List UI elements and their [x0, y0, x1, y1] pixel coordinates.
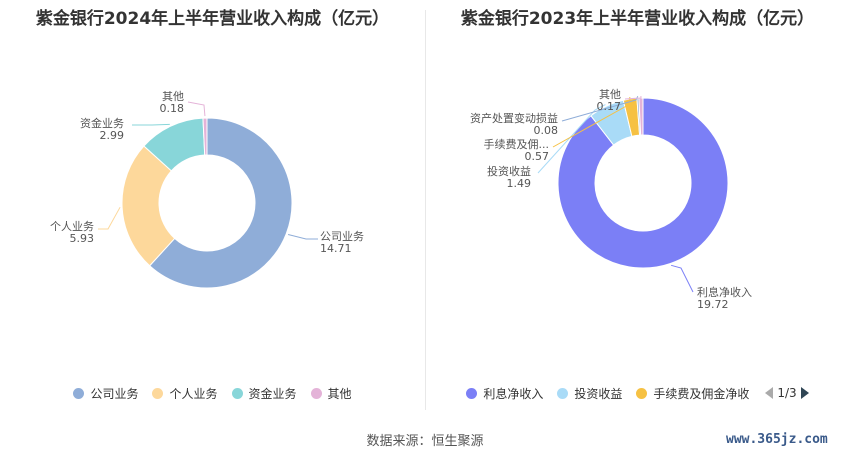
legend-dot-icon: [466, 387, 478, 399]
legend-2023: 利息净收入 投资收益 手续费及佣金净收 1/3: [425, 383, 850, 403]
legend-dot-icon: [636, 387, 648, 399]
chart-panel-2023: 紫金银行2023年上半年营业收入构成（亿元） 利息净收入 19.72 投资收益 1.4…: [425, 0, 850, 420]
legend-item[interactable]: 投资收益: [557, 385, 622, 402]
slice-label-name: 利息净收入: [697, 285, 752, 299]
watermark-logo: www.365jz.com: [726, 432, 828, 447]
legend-dot-icon: [231, 387, 243, 399]
legend-label: 利息净收入: [483, 386, 544, 401]
slice-label-name: 资金业务: [80, 116, 124, 130]
legend-item[interactable]: 个人业务: [152, 385, 218, 402]
label-leader-line: [671, 264, 694, 293]
label-leader-line: [552, 96, 631, 148]
panel-divider: [425, 10, 426, 410]
legend-item[interactable]: 公司业务: [73, 385, 138, 402]
pager-text: 1/3: [777, 386, 797, 400]
legend-label: 资金业务: [248, 386, 297, 401]
slice-label-name: 其他: [599, 88, 621, 101]
slice-label-value: 1.49: [507, 177, 532, 190]
chart-panel-2024: 紫金银行2024年上半年营业收入构成（亿元） 公司业务 14.71 个人业务 5.93…: [0, 0, 425, 420]
slice-其他[interactable]: [202, 117, 208, 156]
slice-label-value: 5.93: [70, 232, 95, 245]
legend-item[interactable]: 手续费及佣金净收: [636, 385, 749, 402]
legend-label: 投资收益: [574, 386, 623, 401]
label-leader-line: [187, 101, 206, 117]
legend-2024: 公司业务 个人业务 资金业务 其他: [0, 383, 425, 403]
slice-label-name: 资产处置变动损益: [470, 111, 558, 125]
legend-dot-icon: [557, 387, 569, 399]
legend-label: 个人业务: [169, 386, 218, 401]
legend-label: 其他: [327, 386, 352, 401]
slice-label-name: 公司业务: [320, 230, 364, 243]
chart-title-2023: 紫金银行2023年上半年营业收入构成（亿元）: [460, 9, 815, 29]
legend-dot-icon: [152, 387, 164, 399]
pager-prev-icon[interactable]: [765, 387, 774, 399]
legend-dot-icon: [73, 387, 85, 399]
legend-item[interactable]: 利息净收入: [466, 385, 543, 402]
slice-label-value: 0.57: [525, 150, 550, 163]
label-leader-line: [287, 233, 318, 240]
slice-label-value: 19.72: [697, 298, 729, 311]
slice-利息净收入[interactable]: [557, 97, 729, 269]
slice-label-name: 个人业务: [50, 220, 94, 233]
label-leader-line: [561, 95, 639, 122]
label-leader-line: [98, 206, 121, 230]
slice-label-name: 其他: [162, 90, 184, 103]
slice-label-value: 14.71: [320, 242, 352, 255]
slice-label-name: 投资收益: [487, 164, 531, 178]
label-leader-line: [132, 123, 170, 126]
pager-next-icon[interactable]: [800, 387, 809, 399]
label-leader-line: [537, 104, 606, 174]
slice-label-value: 0.08: [534, 124, 559, 137]
legend-pager: 1/3: [765, 386, 809, 400]
legend-item[interactable]: 资金业务: [231, 385, 297, 402]
slice-label-value: 2.99: [100, 129, 125, 142]
legend-dot-icon: [310, 387, 322, 399]
label-leader-line: [624, 95, 642, 100]
slice-label-value: 0.18: [160, 102, 185, 115]
legend-label: 公司业务: [90, 386, 139, 401]
legend-item[interactable]: 其他: [310, 385, 352, 402]
data-source: 数据来源：恒生聚源: [366, 434, 484, 449]
slice-label-value: 0.17: [597, 100, 622, 113]
donut-chart-2023: 利息净收入19.72投资收益1.49手续费及佣...0.57资产处置变动损益0.…: [470, 88, 752, 311]
slice-公司业务[interactable]: [148, 117, 293, 289]
slice-label-name: 手续费及佣...: [484, 137, 550, 151]
chart-title-2024: 紫金银行2024年上半年营业收入构成（亿元）: [35, 9, 390, 29]
legend-label: 手续费及佣金净收: [653, 386, 750, 401]
